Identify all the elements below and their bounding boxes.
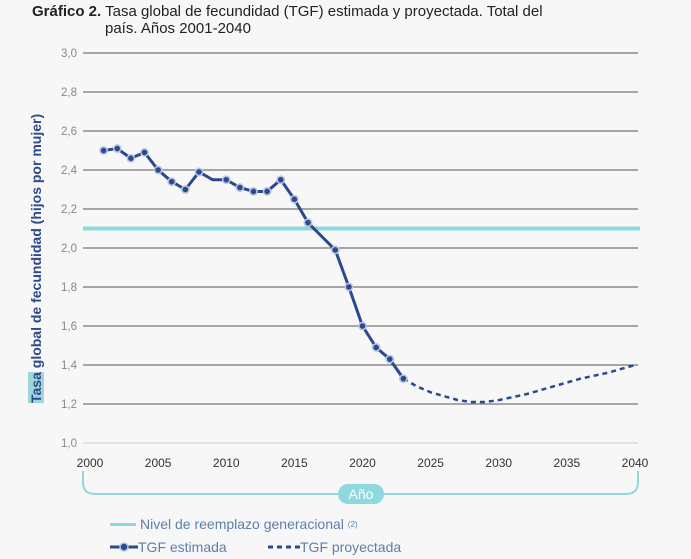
- projected-series-line: [402, 363, 636, 404]
- legend-replacement-swatch: [110, 522, 136, 526]
- y-tick-label: 2,0: [61, 243, 77, 255]
- legend-projected-swatch: [268, 545, 300, 549]
- estimated-point: [112, 144, 122, 153]
- estimated-point: [358, 321, 367, 331]
- x-tick-label: 2000: [77, 456, 104, 470]
- y-tick-label: 1,8: [61, 282, 77, 294]
- y-tick-label: 2,6: [61, 126, 77, 138]
- x-tick-label: 2035: [554, 456, 581, 470]
- legend-replacement: Nivel de reemplazo generacional (2): [110, 516, 358, 532]
- y-tick-label: 2,4: [61, 165, 78, 177]
- estimated-point: [180, 185, 190, 194]
- y-tick-label: 1,0: [61, 438, 77, 450]
- chart-title: Gráfico 2. Tasa global de fecundidad (TG…: [32, 3, 632, 37]
- y-tick-label: 1,4: [61, 360, 78, 372]
- title-line-1: Tasa global de fecundidad (TGF) estimada…: [105, 3, 543, 20]
- estimated-point: [385, 354, 395, 364]
- estimated-point: [289, 194, 299, 204]
- title-line-2: país. Años 2001-2040: [105, 20, 251, 37]
- estimated-point: [99, 146, 109, 155]
- estimated-point: [398, 374, 408, 384]
- estimated-point: [194, 167, 204, 177]
- estimated-point: [276, 175, 286, 185]
- y-tick-label: 1,6: [61, 321, 77, 333]
- x-tick-label: 2040: [622, 456, 649, 470]
- legend-replacement-label: Nivel de reemplazo generacional: [140, 516, 344, 532]
- estimated-point: [235, 183, 245, 192]
- estimated-point: [303, 218, 313, 228]
- y-tick-label: 2,8: [61, 87, 77, 99]
- x-tick-label: 2015: [281, 456, 308, 470]
- estimated-point: [167, 177, 177, 187]
- estimated-point: [153, 165, 163, 175]
- y-tick-label: 1,2: [61, 399, 77, 411]
- legend-estimated-swatch: [110, 542, 138, 552]
- legend-estimated-label: TGF estimada: [138, 539, 227, 555]
- estimated-point: [371, 343, 381, 352]
- legend-projected: TGF proyectada: [268, 539, 401, 555]
- x-tick-label: 2005: [145, 456, 172, 470]
- x-axis-label-pill: [338, 484, 384, 504]
- estimated-series-line: [103, 147, 405, 380]
- y-tick-label: 2,2: [61, 204, 77, 216]
- figure-number: Gráfico 2.: [32, 3, 102, 20]
- estimated-point: [140, 148, 149, 157]
- x-tick-label: 2020: [349, 456, 376, 470]
- estimated-point: [221, 175, 231, 185]
- x-axis-label: Año: [349, 486, 374, 502]
- x-tick-label: 2025: [417, 456, 444, 470]
- x-tick-label: 2030: [485, 456, 512, 470]
- legend-projected-label: TGF proyectada: [300, 539, 402, 555]
- estimated-point: [262, 187, 272, 196]
- y-tick-label: 3,0: [61, 48, 77, 60]
- legend-replacement-note: (2): [347, 519, 358, 529]
- estimated-point: [249, 187, 258, 196]
- estimated-point: [344, 282, 354, 292]
- estimated-point: [126, 153, 136, 163]
- x-tick-label: 2010: [213, 456, 240, 470]
- legend-estimated: TGF estimada: [110, 539, 227, 555]
- estimated-point: [330, 245, 340, 255]
